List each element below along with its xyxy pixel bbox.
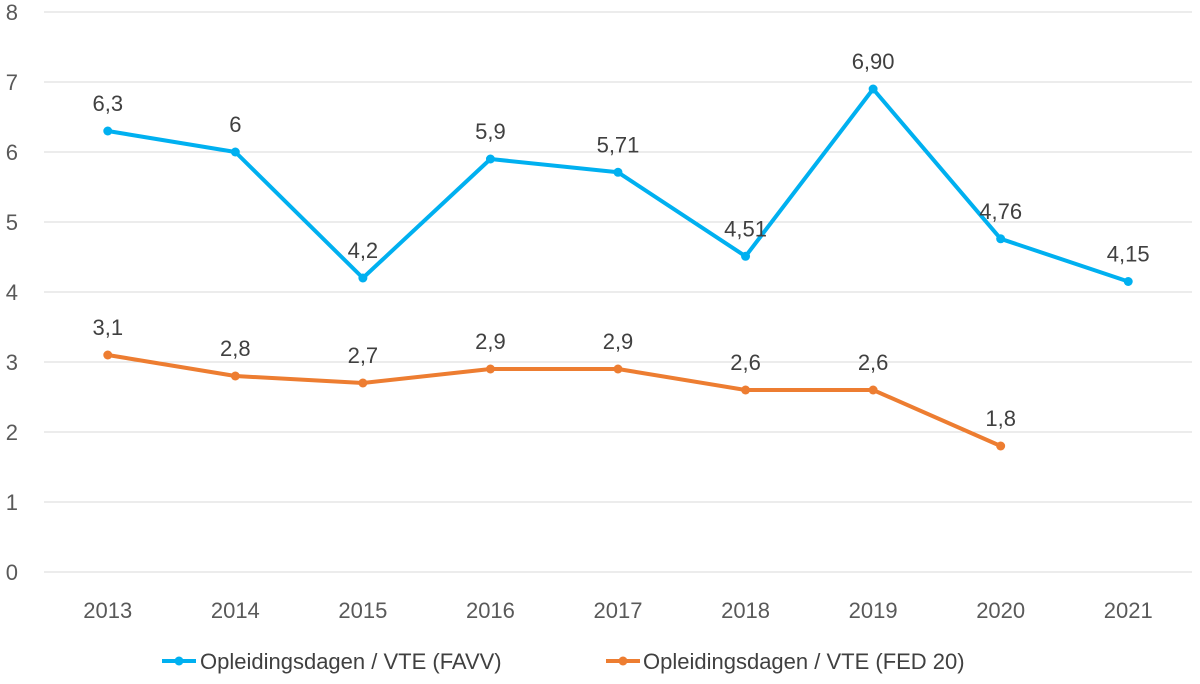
gridlines (44, 11, 1192, 573)
data-point (613, 167, 623, 177)
data-label: 4,2 (348, 238, 379, 263)
y-tick-label: 6 (6, 140, 18, 165)
series-line-1 (107, 87, 1129, 284)
data-label: 6,3 (92, 91, 123, 116)
data-point (358, 378, 368, 388)
y-tick-label: 5 (6, 210, 18, 235)
y-tick-label: 7 (6, 70, 18, 95)
x-tick-label: 2014 (211, 598, 260, 623)
data-point (868, 385, 878, 395)
data-point (741, 385, 751, 395)
y-tick-label: 1 (6, 490, 18, 515)
legend-item: Opleidingsdagen / VTE (FED 20) (606, 649, 965, 674)
data-label: 6,90 (852, 49, 895, 74)
x-tick-label: 2019 (849, 598, 898, 623)
y-axis: 0 1 2 3 4 5 6 7 8 (6, 0, 18, 585)
data-label: 5,71 (597, 132, 640, 157)
y-tick-label: 8 (6, 0, 18, 25)
series-2 (103, 350, 1006, 451)
data-label: 2,8 (220, 336, 251, 361)
legend-swatch-marker (618, 656, 628, 666)
data-point (741, 251, 751, 261)
data-point (996, 441, 1006, 451)
data-label: 4,15 (1107, 242, 1150, 267)
data-point (230, 371, 240, 381)
y-tick-label: 3 (6, 350, 18, 375)
data-label: 2,6 (730, 350, 761, 375)
y-tick-label: 4 (6, 280, 18, 305)
data-label: 5,9 (475, 119, 506, 144)
data-point (358, 273, 368, 283)
data-label: 4,76 (979, 199, 1022, 224)
x-tick-label: 2013 (83, 598, 132, 623)
data-labels: 6,3 6 4,2 5,9 5,71 4,51 6,90 4,76 4,15 3,1 2,8 2,7 2… (92, 49, 1149, 431)
x-tick-label: 2020 (976, 598, 1025, 623)
data-point (230, 147, 240, 157)
legend: Opleidingsdagen / VTE (FAVV) Opleidingsda… (162, 649, 965, 674)
data-label: 4,51 (724, 216, 767, 241)
data-point (613, 364, 623, 374)
y-tick-label: 0 (6, 560, 18, 585)
data-point (868, 84, 878, 94)
data-label: 2,6 (858, 350, 889, 375)
y-tick-label: 2 (6, 420, 18, 445)
data-point (485, 364, 495, 374)
x-tick-label: 2015 (338, 598, 387, 623)
data-label: 2,7 (348, 343, 379, 368)
series-1 (103, 84, 1133, 286)
x-tick-label: 2018 (721, 598, 770, 623)
data-point (103, 126, 113, 136)
x-tick-label: 2017 (594, 598, 643, 623)
data-label: 1,8 (985, 406, 1016, 431)
x-tick-label: 2016 (466, 598, 515, 623)
series-group (103, 84, 1133, 451)
legend-label: Opleidingsdagen / VTE (FED 20) (643, 649, 965, 674)
x-tick-label: 2021 (1104, 598, 1153, 623)
legend-item: Opleidingsdagen / VTE (FAVV) (162, 649, 502, 674)
data-point (1123, 277, 1133, 286)
legend-label: Opleidingsdagen / VTE (FAVV) (200, 649, 502, 674)
data-label: 6 (229, 112, 241, 137)
series-line-2 (107, 353, 1002, 448)
data-label: 2,9 (475, 329, 506, 354)
data-point (996, 234, 1006, 244)
legend-swatch-marker (174, 656, 184, 666)
data-label: 3,1 (92, 315, 123, 340)
x-axis: 2013 2014 2015 2016 2017 2018 2019 2020 2021 (83, 598, 1152, 623)
data-point (103, 350, 113, 360)
data-point (485, 154, 495, 164)
data-label: 2,9 (603, 329, 634, 354)
